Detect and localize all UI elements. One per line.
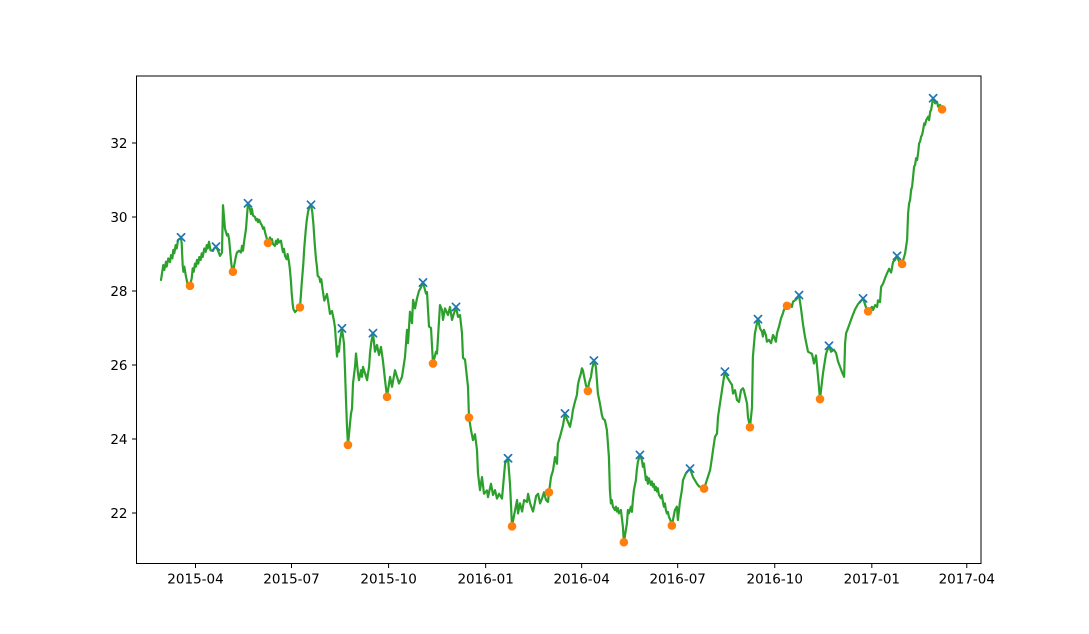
y-tick-label: 26 [110,358,127,374]
peak-x-marker [753,314,763,324]
peak-x-marker [503,453,513,463]
x-tick-label: 2015-10 [360,572,416,588]
trough-dot-marker [295,302,305,312]
trough-dot-marker [583,386,593,396]
y-axis: 22 24 26 28 30 32 [110,136,137,522]
trough-dot-marker [464,413,474,422]
peak-x-marker [635,450,645,460]
trough-dot-marker [863,307,873,316]
peak-x-marker [306,200,316,210]
peak-x-marker [824,341,834,351]
trough-dot-marker [343,440,353,450]
y-tick-label: 22 [110,506,127,522]
trough-dot-marker [428,359,438,368]
trough-dot-marker [937,105,947,114]
trough-dot-marker [619,537,629,547]
peak-x-marker [243,198,253,208]
peak-x-marker [892,251,902,261]
peak-x-marker [928,93,938,103]
x-tick-label: 2016-07 [649,572,705,588]
x-tick-label: 2017-01 [844,572,900,588]
trough-dot-marker [185,281,195,291]
peak-x-marker [211,242,221,252]
peak-x-marker [858,293,868,303]
trough-dot-marker [815,394,825,404]
x-tick-label: 2015-04 [167,572,223,588]
peak-x-marker [794,290,804,300]
plot-frame [136,75,982,564]
peak-markers [176,93,938,474]
x-tick-label: 2015-07 [263,572,319,588]
y-tick-label: 32 [110,136,127,152]
trough-dot-marker [544,487,554,497]
peak-x-marker [176,232,186,242]
y-tick-label: 28 [110,284,127,300]
peak-x-marker [560,409,570,418]
peak-x-marker [368,328,378,338]
trough-dot-marker [263,238,273,248]
y-tick-label: 30 [110,210,127,226]
trough-markers [185,105,947,547]
x-tick-label: 2017-04 [939,572,995,588]
y-tick-label: 24 [110,432,127,448]
x-tick-label: 2016-10 [747,572,803,588]
x-axis: 2015-04 2015-07 2015-10 2016-01 2016-04 2016-… [167,563,995,588]
peak-x-marker [589,356,599,366]
x-tick-label: 2016-01 [457,572,513,588]
x-tick-label: 2016-04 [553,572,609,588]
trough-dot-marker [228,267,238,277]
peak-x-marker [337,323,347,333]
peak-x-marker [451,302,461,312]
trough-dot-marker [699,484,709,493]
peak-x-marker [685,464,695,474]
trough-dot-marker [382,392,392,402]
trough-dot-marker [745,422,755,432]
trough-dot-marker [782,301,792,311]
trough-dot-marker [897,259,907,269]
peak-x-marker [418,278,428,287]
peak-x-marker [720,367,730,377]
trough-dot-marker [507,522,517,531]
trough-dot-marker [667,521,677,530]
